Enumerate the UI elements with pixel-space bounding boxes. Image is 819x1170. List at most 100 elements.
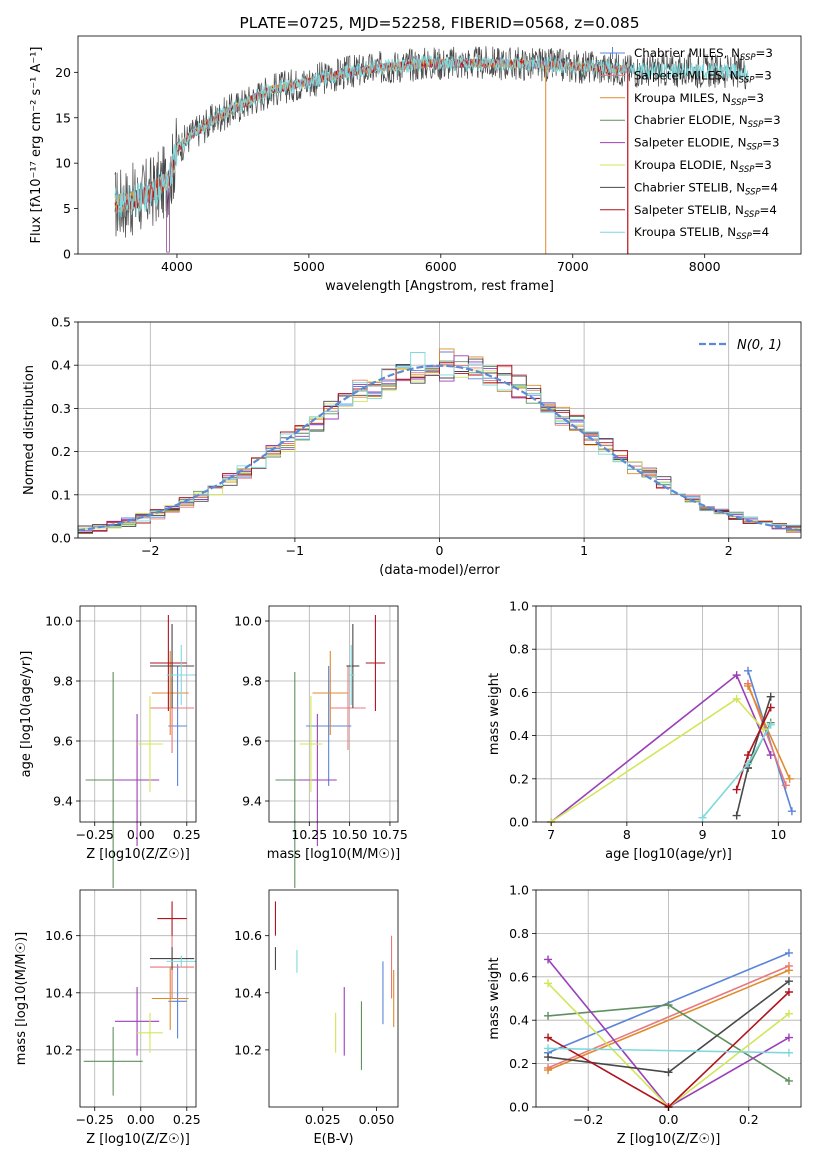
weight_vs_Z-line-salpeter_miles [547,965,790,1069]
weight_vs_Z-marker-kroupa_stelib [544,1044,553,1053]
mass_vs_Z-ytick-label: 10.4 [45,985,73,1000]
age_vs_mass-xlabel: mass [log10(M/M☉)] [267,847,400,862]
spectrum-xtick-label: 6000 [425,259,457,274]
age_vs_Z-panel: −0.25 0.00 0.25 9.4 9.6 9.8 10.0 Z [log10(Z/Z☉)… [19,605,201,888]
weight_vs_age-line-kroupa_stelib [701,724,772,819]
weight_vs_Z-marker-salpeter_elodie [544,955,553,964]
weight_vs_Z-line-kroupa_stelib [547,1047,790,1054]
weight_vs_age-plot-area [547,666,796,826]
weight_vs_age-ytick-label: 0.8 [509,642,529,657]
weight_vs_Z-marker-chabrier_stelib [544,1053,553,1062]
weight_vs_Z-ytick-label: 0.6 [509,969,529,984]
spectrum-xtick-label: 5000 [293,259,325,274]
age_vs_mass-xtick-label: 10.75 [372,827,408,842]
weight_vs_Z-marker-salpeter_stelib [784,987,793,996]
age_vs_Z-ytick-label: 9.6 [53,734,73,749]
spectrum-legend-label: Kroupa STELIB, NSSP=4 [634,225,769,242]
residuals-ytick-label: 0.1 [51,487,71,502]
gaussian-curve [77,364,802,532]
weight_vs_age-marker-kroupa_miles [744,681,752,690]
weight_vs_age-ylabel: mass weight [487,673,502,755]
weight_vs_age-marker-salpeter_stelib [732,785,741,794]
weight_vs_age-marker-kroupa_elodie [732,694,741,703]
weight_vs_Z-ytick-label: 1.0 [509,883,529,898]
mass_vs_ebv-panel: 0.025 0.050 10.2 10.4 10.6 E(B-V) [234,889,399,1147]
residuals-xtick-label: −1 [286,543,304,558]
weight_vs_age-marker-kroupa_stelib [766,720,775,729]
spectrum-title: PLATE=0725, MJD=52258, FIBERID=0568, z=0… [239,14,639,32]
residuals-ytick-label: 0.0 [51,531,71,546]
age_vs_Z-plot-area [85,615,196,888]
weight_vs_Z-ytick-label: 0.2 [509,1056,529,1071]
mass_vs_Z-frame [79,889,197,1108]
weight_vs_age-marker-salpeter_stelib [744,751,752,760]
spectrum-ytick-label: 5 [63,201,71,216]
mass_vs_Z-ytick-label: 10.2 [45,1042,73,1057]
age_vs_Z-ytick-label: 10.0 [45,614,73,629]
weight_vs_age-marker-chabrier_stelib [766,692,775,701]
residuals-xtick-label: 2 [725,543,733,558]
weight_vs_Z-line-kroupa_miles [547,969,790,1071]
mass_vs_Z-plot-area [83,901,196,1096]
weight_vs_age-ytick-label: 0.4 [509,728,529,743]
weight_vs_Z-marker-chabrier_elodie [664,1001,673,1010]
age_vs_mass-xtick-label: 10.25 [291,827,327,842]
weight_vs_Z-ytick-label: 0.8 [509,926,529,941]
weight_vs_age-line-kroupa_elodie [550,697,764,823]
spectrum-ylabel: Flux [fλ10⁻¹⁷ erg cm⁻² s⁻¹ A⁻¹] [29,47,44,244]
residuals-ytick-label: 0.5 [51,315,71,330]
spectrum-legend-label: Kroupa MILES, NSSP=3 [634,91,764,108]
weight_vs_age-ytick-label: 1.0 [509,599,529,614]
weight_vs_Z-marker-kroupa_miles [544,1066,553,1075]
weight_vs_Z-marker-kroupa_stelib [784,1048,793,1057]
spectrum-line-kroupa_stelib [114,54,749,221]
residuals-panel: −2 −1 0 1 2 0.0 0.1 0.2 0.3 0.4 0.5 (data-model)/er… [22,315,802,578]
age_vs_mass-plot-area [275,615,386,888]
mass_vs_Z-xtick-label: −0.25 [76,1112,114,1127]
weight_vs_Z-marker-salpeter_stelib [544,1033,553,1042]
residuals-xtick-label: 0 [436,543,444,558]
spectrum-line-salpeter_stelib [114,57,629,212]
spectrum-ytick-label: 15 [55,110,71,125]
weight_vs_Z-ylabel: mass weight [487,957,502,1039]
spectrum-lines [114,46,749,254]
weight_vs_Z-marker-kroupa_elodie [784,1009,793,1018]
mass_vs_Z-panel: −0.25 0.00 0.25 10.2 10.4 10.6 Z [log10(Z/Z☉)]… [14,889,201,1147]
weight_vs_Z-xtick-label: 0.2 [739,1112,759,1127]
spectrum-ytick-label: 20 [55,65,71,80]
weight_vs_Z-marker-kroupa_elodie [544,979,553,988]
age_vs_Z-xlabel: Z [log10(Z/Z☉)] [86,847,190,862]
weight_vs_Z-xtick-label: −0.2 [573,1112,603,1127]
residuals-ytick-label: 0.2 [51,444,71,459]
residuals-ytick-label: 0.3 [51,401,71,416]
weight_vs_age-marker-kroupa_stelib [744,759,752,768]
mass_vs_Z-xtick-label: 0.00 [127,1112,155,1127]
weight_vs_Z-marker-chabrier_elodie [784,1076,793,1085]
spectrum-xtick-label: 7000 [557,259,589,274]
weight_vs_Z-panel: −0.2 0.0 0.2 0.0 0.2 0.4 0.6 0.8 1.0 Z [log10(Z/Z… [487,883,802,1147]
weight_vs_Z-marker-chabrier_stelib [784,977,793,986]
spectrum-line-salpeter_elodie [114,57,629,253]
weight_vs_age-xlabel: age [log10(age/yr)] [605,847,732,862]
age_vs_Z-xtick-label: 0.25 [173,827,201,842]
weight_vs_age-xtick-label: 9 [699,827,707,842]
weight_vs_Z-ytick-label: 0.0 [509,1100,529,1115]
spectrum-line-chabrier_stelib [114,46,749,238]
weight_vs_Z-marker-chabrier_miles [784,948,793,957]
spectrum-line-chabrier_elodie [114,58,629,253]
weight_vs_age-panel: 7 8 9 10 0.0 0.2 0.4 0.6 0.8 1.0 age [log10(age/yr… [487,599,802,862]
residuals-xtick-label: 1 [580,543,588,558]
spectrum-legend-label: Salpeter STELIB, NSSP=4 [634,203,777,220]
age_vs_Z-ytick-label: 9.4 [53,794,73,809]
weight_vs_age-marker-kroupa_miles [785,774,794,783]
weight_vs_Z-marker-salpeter_elodie [784,1033,793,1042]
mass_vs_ebv-xtick-label: 0.050 [359,1112,395,1127]
age_vs_mass-ytick-label: 9.8 [242,674,262,689]
weight_vs_age-ytick-label: 0.6 [509,685,529,700]
mass_vs_Z-ytick-label: 10.6 [45,928,73,943]
age_vs_mass-frame [268,605,399,823]
weight_vs_Z-xtick-label: 0.0 [659,1112,679,1127]
spectrum-xlabel: wavelength [Angstrom, rest frame] [325,279,554,294]
age_vs_mass-ytick-label: 9.4 [242,794,262,809]
